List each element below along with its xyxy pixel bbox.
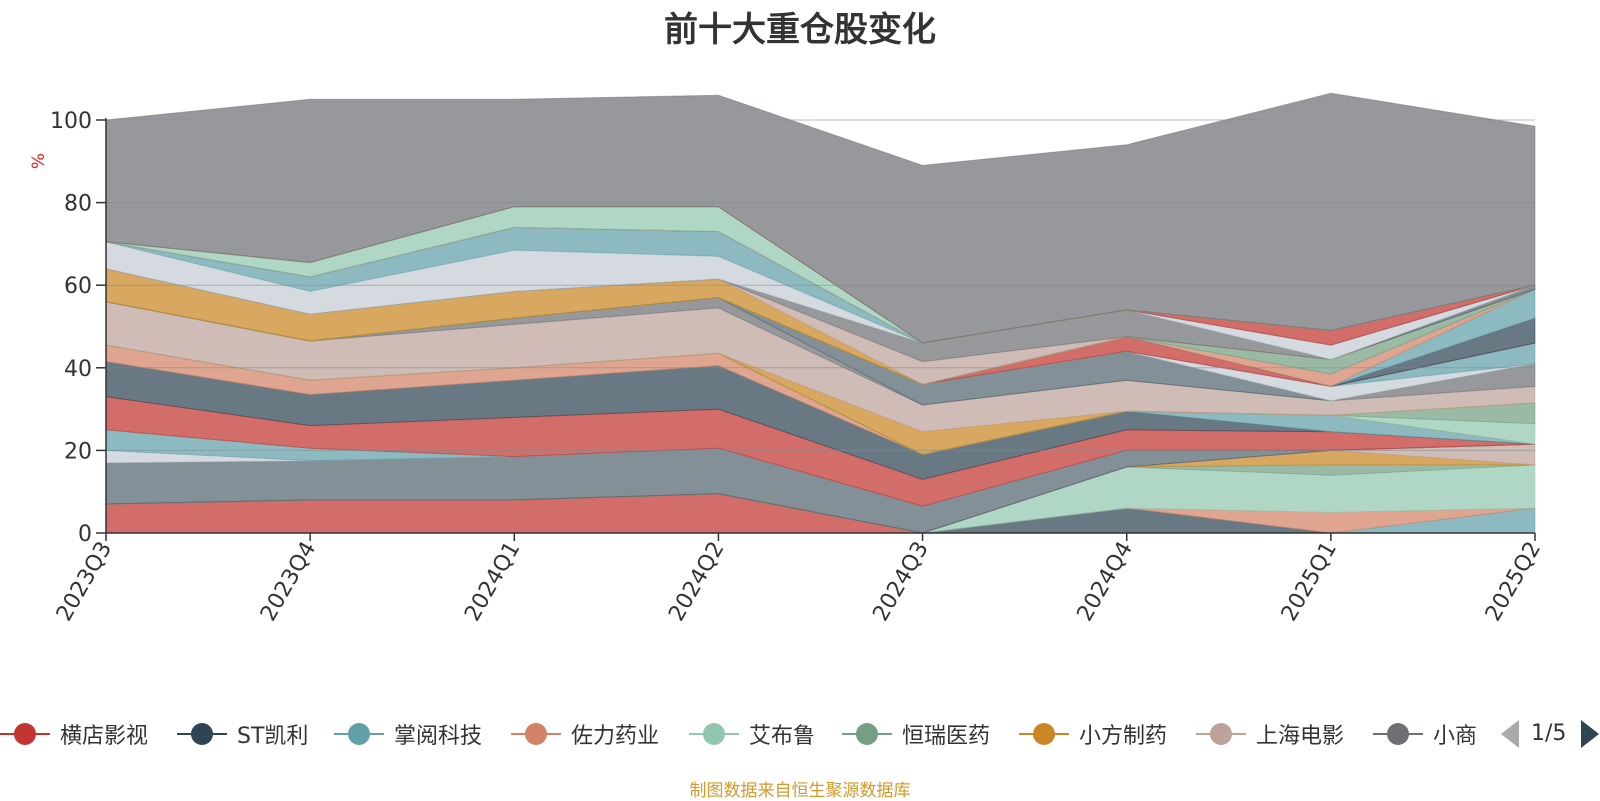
legend-marker-icon xyxy=(1373,716,1423,752)
legend-next-page-icon[interactable] xyxy=(1581,720,1599,748)
legend-label: 小方制药 xyxy=(1079,724,1168,749)
legend-item-4[interactable]: 艾布鲁 xyxy=(689,716,815,752)
y-tick-label-1: 20 xyxy=(64,439,92,464)
x-tick-label-5: 2024Q4 xyxy=(1073,538,1138,626)
x-tick-label-1: 2023Q4 xyxy=(256,538,321,626)
legend-marker-icon xyxy=(0,716,50,752)
legend-item-5[interactable]: 恒瑞医药 xyxy=(842,716,990,752)
chart-title: 前十大重仓股变化 xyxy=(664,10,936,50)
legend-marker-icon xyxy=(689,716,739,752)
legend-label: 佐力药业 xyxy=(571,724,660,749)
y-tick-label-0: 0 xyxy=(78,522,92,547)
legend-label: 恒瑞医药 xyxy=(902,724,991,749)
y-tick-label-2: 40 xyxy=(64,357,92,382)
legend-page-indicator: 1/5 xyxy=(1531,721,1567,746)
legend-item-7[interactable]: 上海电影 xyxy=(1196,716,1344,752)
legend-label: 小商 xyxy=(1433,724,1478,749)
x-tick-label-0: 2023Q3 xyxy=(52,538,117,626)
legend-item-3[interactable]: 佐力药业 xyxy=(511,716,659,752)
legend-label: ST凯利 xyxy=(237,724,309,749)
legend-item-1[interactable]: ST凯利 xyxy=(177,716,308,752)
legend-label: 艾布鲁 xyxy=(749,724,816,749)
grid-layer xyxy=(106,119,1535,451)
legend-label: 上海电影 xyxy=(1256,724,1345,749)
legend-marker-icon xyxy=(842,716,892,752)
legend-marker-icon xyxy=(511,716,561,752)
legend-marker-icon xyxy=(1019,716,1069,752)
y-tick-label-4: 80 xyxy=(64,192,92,217)
legend-item-8[interactable]: 小商 xyxy=(1373,716,1477,752)
y-axis-label: % xyxy=(29,153,49,169)
x-tick-label-6: 2025Q1 xyxy=(1277,538,1342,626)
legend: 1/5 横店影视 ST凯利 掌阅科技 佐力药业 艾布鲁 恒瑞医药 小方制药 上海电影 小商 xyxy=(0,716,1600,752)
area-layer xyxy=(105,92,1536,534)
legend-item-0[interactable]: 横店影视 xyxy=(0,716,148,752)
x-tick-label-4: 2024Q3 xyxy=(868,538,933,626)
legend-label: 横店影视 xyxy=(60,724,149,749)
x-tick-label-3: 2024Q2 xyxy=(664,538,729,626)
y-tick-label-5: 100 xyxy=(50,109,92,134)
x-tick-label-7: 2025Q2 xyxy=(1481,538,1546,626)
legend-marker-icon xyxy=(177,716,227,752)
x-tick-label-2: 2024Q1 xyxy=(460,538,525,626)
legend-item-6[interactable]: 小方制药 xyxy=(1019,716,1167,752)
legend-marker-icon xyxy=(334,716,384,752)
y-tick-label-3: 60 xyxy=(64,274,92,299)
legend-item-2[interactable]: 掌阅科技 xyxy=(334,716,482,752)
legend-label: 掌阅科技 xyxy=(394,724,483,749)
source-note: 制图数据来自恒生聚源数据库 xyxy=(689,781,911,801)
legend-marker-icon xyxy=(1196,716,1246,752)
legend-prev-page-icon[interactable] xyxy=(1501,720,1519,748)
